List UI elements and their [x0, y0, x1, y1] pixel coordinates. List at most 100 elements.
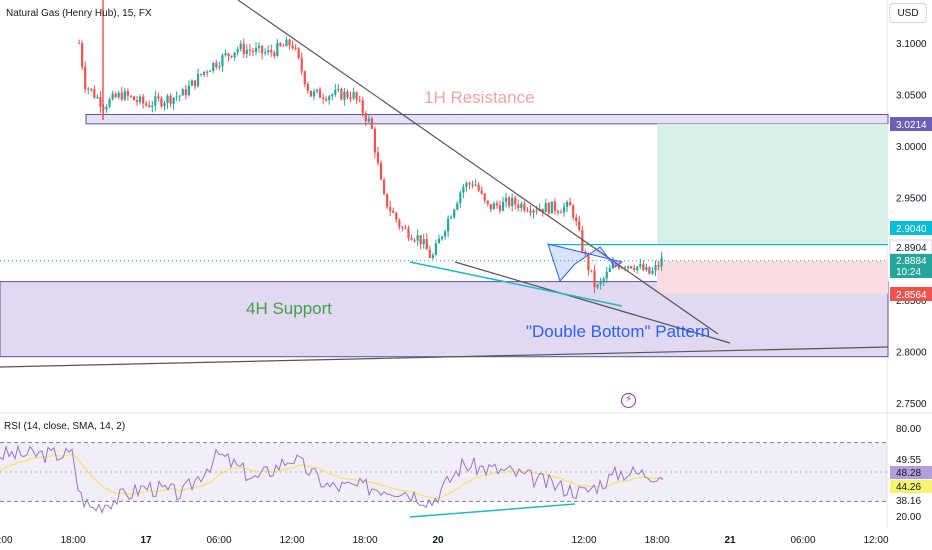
- candle-body: [312, 91, 316, 97]
- candle-body: [120, 92, 123, 100]
- candle-body: [434, 243, 438, 255]
- candle-body: [364, 113, 367, 121]
- candle-body: [276, 43, 279, 57]
- candle-body: [224, 53, 227, 56]
- resistance-badge: 3.0214: [896, 120, 927, 131]
- candle-body: [544, 203, 547, 213]
- candle-body: [248, 49, 251, 51]
- candle-body: [282, 45, 285, 47]
- candle-body: [471, 184, 474, 186]
- candle-body: [288, 39, 291, 46]
- candle-body: [611, 262, 614, 269]
- candle-body: [254, 47, 258, 52]
- candle-body: [343, 91, 346, 100]
- candle-body: [291, 45, 294, 48]
- candle-body: [416, 235, 419, 241]
- candle-body: [148, 105, 151, 108]
- candle-body: [157, 96, 160, 99]
- candle-body: [334, 89, 337, 95]
- rsi-ma-badge-bg: [890, 480, 932, 493]
- candle-body: [166, 95, 169, 104]
- candle-body: [623, 267, 627, 269]
- candle-body: [437, 238, 441, 244]
- candle-body: [212, 62, 215, 71]
- time-tick-label: 20: [432, 535, 444, 546]
- candle-body: [163, 103, 166, 107]
- candle-body: [535, 210, 538, 212]
- price-badges: 3.0214 2.9040 2.8904 2.8884 10:24 2.8564: [889, 117, 932, 301]
- zones-layer: [0, 113, 889, 358]
- candle-body: [633, 268, 636, 270]
- symbol-title: Natural Gas (Henry Hub), 15, FX: [6, 8, 152, 19]
- candle-body: [431, 254, 434, 258]
- candle-body: [526, 210, 529, 212]
- pattern-label: "Double Bottom" Pattern: [526, 322, 710, 341]
- candle-body: [154, 96, 157, 106]
- candle-body: [398, 219, 401, 227]
- candle-body: [138, 96, 142, 103]
- candle-body: [541, 208, 544, 213]
- candle-body: [160, 98, 163, 107]
- candle-body: [151, 105, 154, 108]
- rsi-divergence-line: [409, 503, 576, 518]
- candle-body: [96, 97, 99, 99]
- candle-body: [376, 152, 380, 163]
- candle-body: [422, 239, 425, 245]
- candle-body: [331, 94, 334, 97]
- candle-body: [309, 90, 312, 97]
- candle-body: [193, 80, 197, 87]
- time-tick-label: 06:00: [790, 535, 815, 546]
- currency-button[interactable]: USD: [889, 3, 927, 23]
- drawings-layer: [0, 0, 889, 368]
- candle-body: [395, 212, 398, 220]
- candle-body: [297, 48, 300, 58]
- rsi-layer: [0, 442, 887, 518]
- rsi-tick-label: 80.00: [896, 424, 921, 435]
- candle-body: [529, 210, 532, 213]
- candle-body: [407, 228, 410, 239]
- lightning-icon[interactable]: ⚡: [621, 393, 636, 408]
- candle-body: [456, 203, 459, 210]
- candle-body: [501, 201, 505, 211]
- candle-body: [379, 162, 383, 180]
- price-tick-label: 2.7500: [896, 399, 927, 410]
- rsi-pane[interactable]: [0, 414, 887, 528]
- candle-body: [199, 73, 203, 75]
- candle-body: [495, 203, 499, 206]
- candle-body: [227, 53, 230, 56]
- candle-body: [87, 88, 90, 90]
- candle-body: [303, 71, 306, 85]
- candle-body: [462, 187, 465, 193]
- candle-body: [187, 85, 190, 96]
- candle-body: [273, 52, 276, 57]
- candle-body: [294, 47, 297, 49]
- candle-body: [599, 281, 602, 285]
- candle-body: [111, 93, 114, 100]
- candle-body: [654, 265, 657, 271]
- time-tick-label: 17: [140, 535, 152, 546]
- candle-body: [569, 202, 572, 206]
- candle-body: [556, 210, 560, 213]
- candle-body: [129, 95, 133, 97]
- candle-body: [617, 264, 621, 269]
- lower-wedge-trendline: [454, 261, 731, 344]
- last-price-badge: 2.8904: [896, 243, 927, 254]
- rsi-upper-badge: 49.55: [896, 455, 921, 466]
- candle-body: [328, 96, 331, 101]
- candle-body: [608, 268, 611, 272]
- time-tick-label: 18:00: [644, 535, 669, 546]
- candle-body: [264, 52, 267, 54]
- price-tick-label: 3.1000: [896, 39, 927, 50]
- candle-body: [474, 184, 477, 186]
- target-badge-bg: [890, 221, 932, 235]
- candle-body: [196, 73, 200, 87]
- price-tick-label: 2.9500: [896, 193, 927, 204]
- candle-body: [413, 239, 416, 241]
- candle-body: [215, 62, 218, 68]
- candle-body: [169, 95, 172, 104]
- current-price-badge-bg: [890, 254, 932, 278]
- candle-body: [209, 70, 212, 72]
- candle-body: [230, 55, 233, 58]
- candle-body: [648, 266, 651, 274]
